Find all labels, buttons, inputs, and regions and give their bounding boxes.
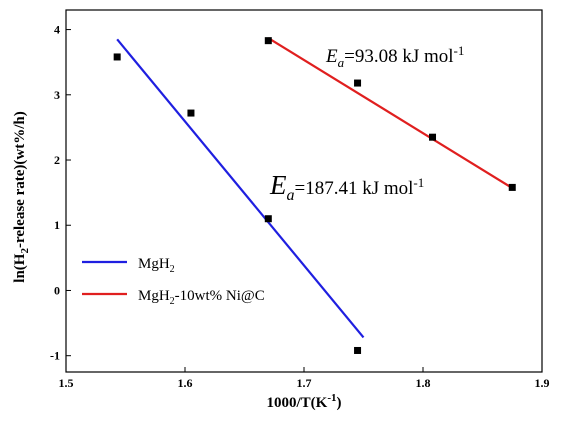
y-tick-label: 4 (54, 23, 60, 37)
x-tick-label: 1.5 (59, 376, 74, 390)
y-tick-label: 0 (54, 283, 60, 297)
data-point-mgh2 (187, 109, 195, 117)
legend-label-ni-c: MgH2-10wt% Ni@C (138, 288, 265, 307)
axis-ticks: 1.5 1.6 1.7 1.8 1.9 -1 0 1 2 3 4 (50, 23, 550, 390)
data-point-mgh2 (113, 53, 121, 61)
y-axis-title: ln(H2-release rate)(wt%/h) (12, 111, 31, 282)
data-point-ni-c (508, 183, 516, 191)
data-point-mgh2 (354, 346, 362, 354)
x-tick-label: 1.9 (535, 376, 550, 390)
annotation-ni-c-ea: Ea=93.08 kJ mol-1 (325, 43, 464, 70)
data-point-ni-c (429, 133, 437, 141)
legend: MgH2 MgH2-10wt% Ni@C (82, 256, 265, 307)
y-tick-label: -1 (50, 349, 60, 363)
y-tick-label: 3 (54, 88, 60, 102)
fit-lines (116, 37, 513, 339)
x-tick-label: 1.6 (178, 376, 193, 390)
data-points (113, 37, 516, 354)
data-point-ni-c (264, 37, 272, 45)
fit-line-mgh2 (116, 38, 365, 339)
x-tick-label: 1.8 (416, 376, 431, 390)
fit-line-ni-c (267, 37, 513, 190)
y-tick-label: 2 (54, 153, 60, 167)
y-tick-label: 1 (54, 218, 60, 232)
x-tick-label: 1.7 (297, 376, 312, 390)
legend-label-mgh2: MgH2 (138, 256, 175, 275)
annotation-mgh2-ea: Ea=187.41 kJ mol-1 (269, 170, 424, 204)
data-point-mgh2 (264, 215, 272, 223)
data-point-ni-c (354, 79, 362, 87)
x-axis-title: 1000/T(K-1) (266, 392, 341, 411)
